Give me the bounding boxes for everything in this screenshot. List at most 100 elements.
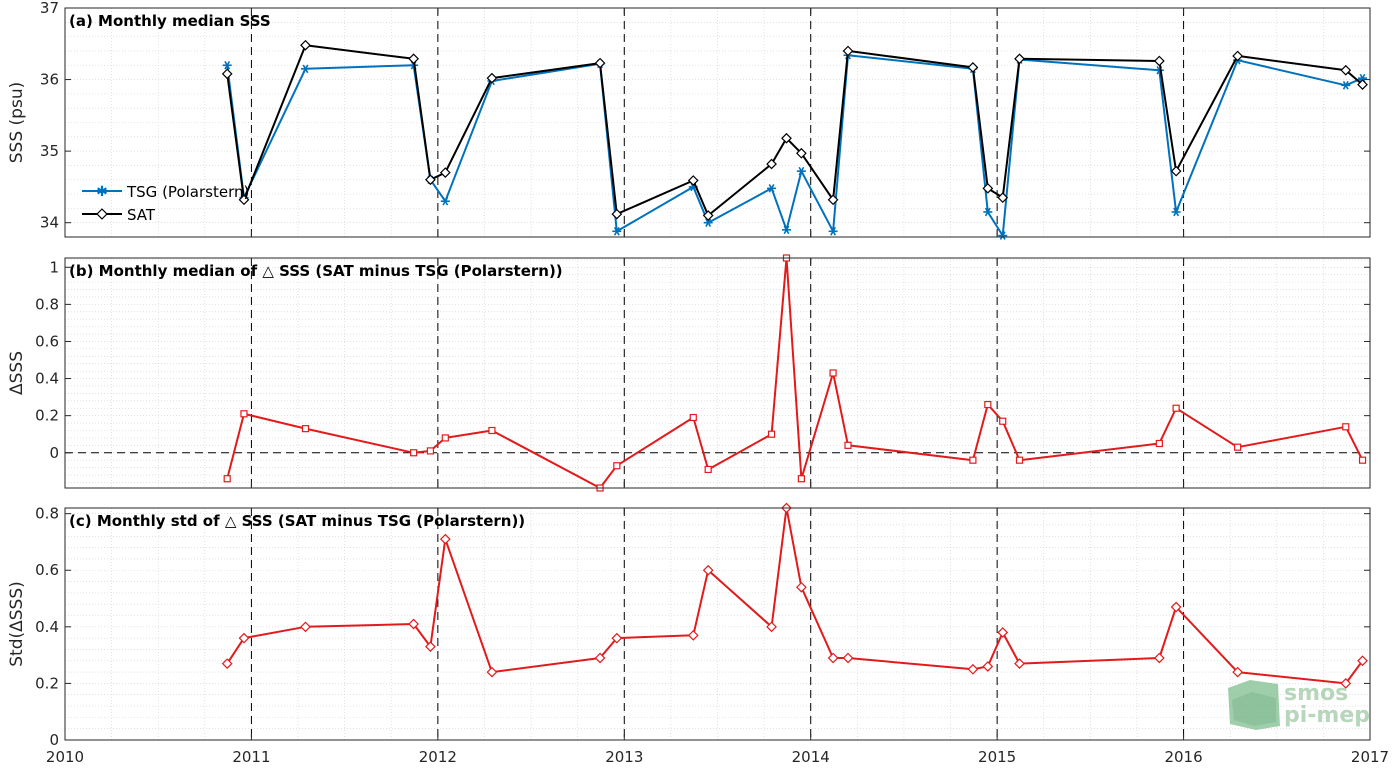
panel-a-grid: [65, 8, 1370, 237]
data-point-diamond: [486, 666, 498, 678]
data-point-diamond: [967, 663, 979, 675]
y-tick-label: 0.2: [35, 674, 59, 692]
panel-b: 0 0.2 0.4 0.6 0.8 1 (b) Monthly median of △ S…: [7, 254, 1371, 492]
data-point-square: [1342, 423, 1350, 431]
data-point-square: [410, 449, 418, 457]
y-tick-label: 0.4: [35, 618, 59, 636]
panel-b-title: (b) Monthly median of △ SSS (SAT minus T…: [69, 262, 563, 280]
data-point-diamond: [796, 147, 807, 159]
data-point-diamond: [1170, 601, 1182, 613]
logo-line2: pi-mep: [1284, 703, 1370, 728]
x-tick-label: 2014: [792, 748, 830, 766]
data-point-square: [1015, 456, 1024, 464]
data-point-diamond: [1014, 53, 1025, 65]
x-tick-label: 2016: [1164, 748, 1202, 766]
y-tick-label: 0: [49, 444, 59, 462]
data-point-square: [984, 400, 992, 409]
data-point-diamond: [238, 194, 250, 206]
y-tick-label: 0.8: [35, 505, 59, 523]
panel-c-border: [64, 507, 1371, 741]
legend-sat-marker: [96, 208, 108, 220]
data-point-square: [999, 417, 1007, 425]
panel-c-title: (c) Monthly std of △ SSS (SAT minus TSG …: [69, 512, 525, 530]
data-point-diamond: [997, 192, 1009, 204]
data-point-diamond: [1232, 666, 1244, 678]
panel-c-ylabel: Std(ΔSSS): [7, 581, 27, 667]
panel-a-ylabel: SSS (psu): [7, 82, 27, 163]
panel-c-axes: [64, 507, 1371, 741]
data-point-diamond: [238, 632, 250, 644]
data-point-diamond: [1340, 64, 1352, 76]
x-tick-label: 2015: [978, 748, 1016, 766]
data-point-star: [796, 166, 806, 176]
y-tick-label: 34: [40, 214, 59, 232]
panel-b-border: [64, 257, 1371, 489]
y-tick-label: 1: [49, 258, 59, 276]
panel-c-y-ticks: 0 0.2 0.4 0.6 0.8: [35, 505, 1371, 749]
data-point-diamond: [1014, 658, 1025, 669]
data-point-square: [797, 475, 805, 483]
panel-c: 0 0.2 0.4 0.6 0.8 (c) Monthly std of △ SSS (…: [7, 502, 1389, 766]
data-point-star: [983, 207, 993, 217]
data-point-diamond: [827, 652, 839, 664]
data-point-square: [689, 413, 697, 422]
panel-c-x-ticks: 2010 2011 2012 2013 2014 2015 2016 2017: [46, 748, 1389, 766]
data-point-diamond: [982, 661, 994, 672]
data-point-star: [440, 196, 450, 206]
data-point-diamond: [408, 618, 419, 630]
data-point-square: [240, 410, 248, 418]
data-point-square: [426, 447, 434, 455]
data-point-diamond: [1357, 79, 1368, 90]
panel-b-grid: [65, 258, 1370, 488]
y-tick-label: 0.4: [35, 370, 59, 388]
legend-sat-label: SAT: [127, 206, 156, 224]
data-point-star: [828, 226, 838, 236]
data-point-diamond: [486, 72, 498, 84]
data-point-diamond: [221, 658, 233, 669]
data-point-diamond: [842, 45, 854, 57]
y-tick-label: 36: [40, 71, 59, 89]
panel-a-title: (a) Monthly median SSS: [69, 12, 271, 30]
panel-b-ylabel: ΔSSS: [7, 351, 27, 395]
data-point-square: [767, 430, 776, 438]
legend-tsg-marker: ✱: [96, 184, 108, 200]
y-tick-label: 0: [49, 731, 59, 749]
data-point-star: [781, 225, 791, 235]
data-point-diamond: [781, 132, 792, 144]
data-point-square: [223, 475, 231, 483]
data-point-diamond: [842, 652, 854, 664]
data-point-diamond: [611, 632, 623, 644]
x-tick-label: 2012: [419, 748, 457, 766]
data-point-square: [969, 456, 977, 464]
data-point-diamond: [439, 167, 451, 178]
data-point-diamond: [1153, 652, 1165, 664]
data-point-square: [613, 462, 621, 470]
data-point-diamond: [1170, 165, 1182, 177]
x-tick-label: 2017: [1351, 748, 1389, 766]
data-point-diamond: [425, 641, 436, 653]
data-point-square: [1358, 456, 1367, 464]
data-point-star: [222, 60, 232, 70]
y-tick-label: 0.2: [35, 407, 59, 425]
panel-a-series: [221, 39, 1368, 240]
data-point-square: [301, 425, 310, 433]
data-point-diamond: [300, 39, 311, 51]
data-point-diamond: [1340, 678, 1352, 689]
data-point-diamond: [439, 533, 451, 545]
logo-line1: smos: [1284, 681, 1348, 706]
x-tick-label: 2010: [46, 748, 84, 766]
data-point-square: [704, 465, 712, 474]
data-point-square: [441, 434, 449, 442]
panel-a-legend: ✱ TSG (Polarstern) SAT: [82, 183, 249, 224]
data-point-diamond: [300, 621, 311, 633]
data-point-diamond: [611, 208, 623, 220]
data-point-star: [612, 226, 622, 236]
data-point-diamond: [408, 53, 419, 65]
data-point-square: [844, 441, 852, 449]
y-tick-label: 0.8: [35, 295, 59, 313]
data-point-diamond: [982, 182, 994, 194]
data-point-diamond: [796, 581, 807, 593]
smos-pi-mep-logo: smos pi-mep: [1228, 680, 1370, 730]
data-point-diamond: [967, 62, 979, 73]
